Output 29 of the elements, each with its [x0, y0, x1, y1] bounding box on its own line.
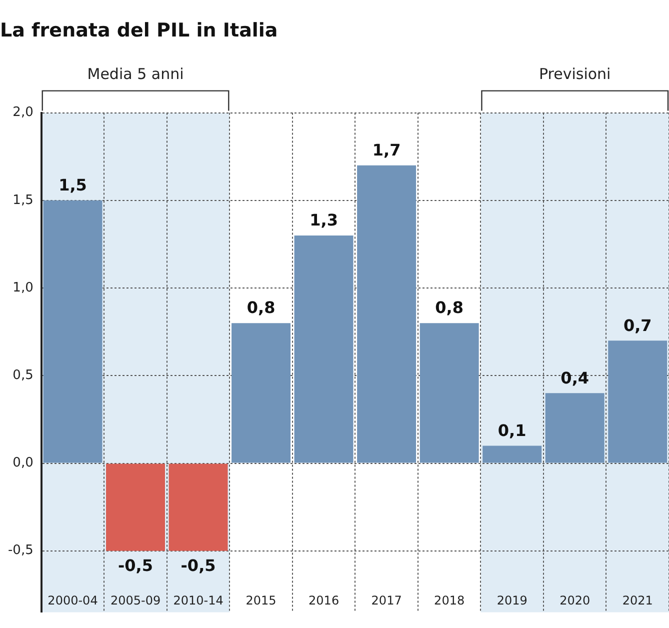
x-tick-label: 2000-04 [48, 594, 98, 608]
y-tick-label: 1,0 [12, 280, 34, 296]
data-label: 1,5 [58, 176, 87, 195]
data-label: 1,3 [310, 210, 338, 230]
data-label: 0,8 [246, 298, 276, 318]
data-label: 0,8 [435, 298, 464, 318]
data-label: 0,1 [498, 420, 526, 440]
data-label: 0,7 [623, 316, 652, 335]
x-tick-label: 2018 [434, 594, 465, 608]
y-tick-label: -0,5 [8, 543, 34, 558]
band-label: Media 5 anni [87, 65, 184, 84]
x-tick-label: 2010-14 [173, 594, 224, 608]
x-tick-label: 2017 [371, 594, 402, 608]
data-label: -0,5 [180, 556, 216, 576]
x-tick-label: 2021 [622, 594, 653, 608]
x-tick-label: 2019 [496, 594, 528, 608]
data-label: 0,4 [560, 368, 590, 388]
y-tick-label: 0,0 [12, 456, 34, 471]
y-tick-label: 2,0 [12, 105, 34, 120]
x-tick-label: 2015 [246, 594, 276, 608]
y-tick-label: 1,5 [12, 192, 34, 208]
chart-title: La frenata del PIL in Italia [0, 19, 278, 42]
data-label: -0,5 [118, 556, 154, 576]
y-tick-label: 0,5 [12, 368, 34, 384]
x-tick-label: 2005-09 [110, 594, 161, 608]
band-label: Previsioni [538, 65, 611, 84]
x-tick-label: 2020 [560, 594, 590, 608]
x-tick-label: 2016 [308, 594, 340, 608]
data-label: 1,7 [372, 140, 401, 160]
